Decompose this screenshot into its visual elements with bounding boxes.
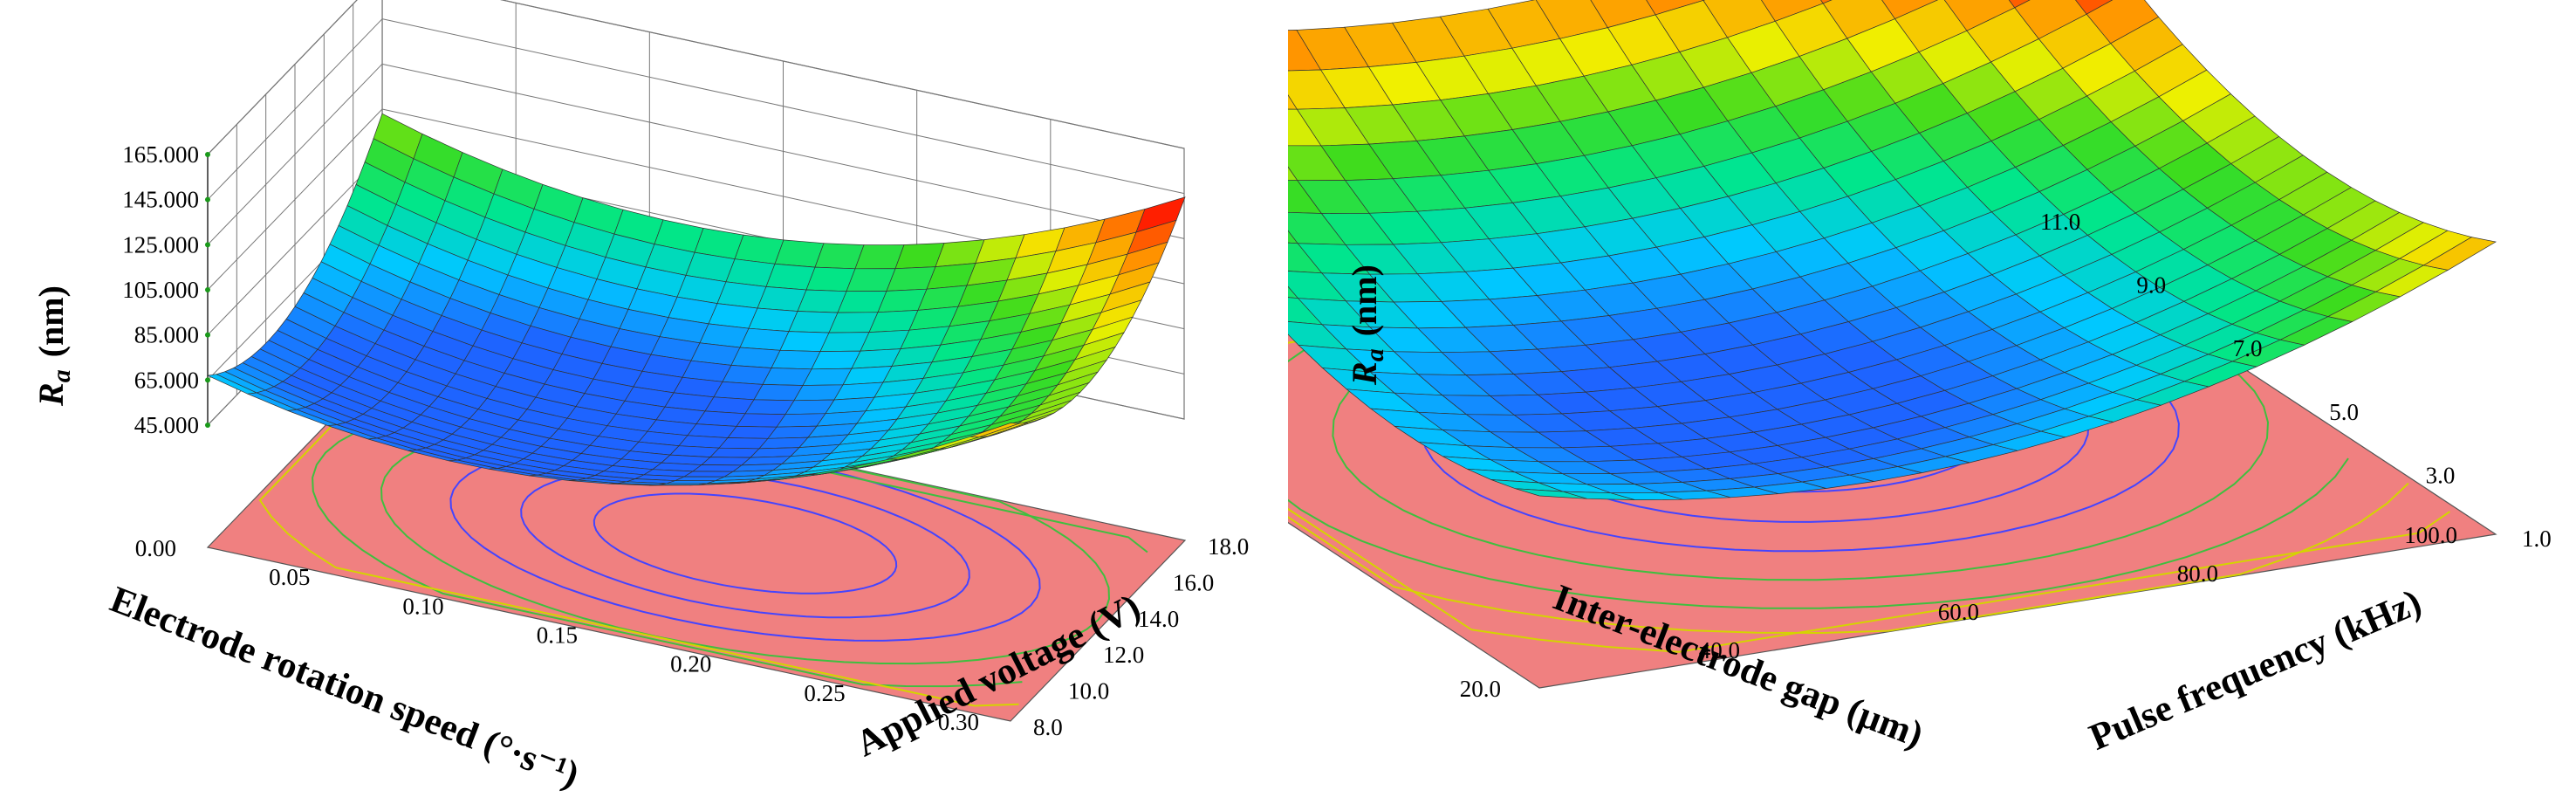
z-tick-mark	[205, 152, 210, 157]
surface-patch	[2008, 0, 2031, 9]
y-tick-label: 3.0	[2426, 462, 2456, 488]
z-label-symbol: R	[1345, 361, 1384, 386]
surface-plot-right: 45.00065.00085.000105.000125.000145.0001…	[1288, 0, 2576, 811]
x-tick-label: 0.25	[804, 680, 845, 706]
contour-line	[1288, 231, 2409, 635]
x-tick-label: 100.0	[2404, 522, 2457, 548]
surface-patch	[2075, 0, 2114, 15]
y-tick-label: 5.0	[2329, 399, 2359, 425]
y-tick-label: 9.0	[2136, 272, 2166, 299]
surface-mesh	[1288, 0, 2497, 500]
y-tick-label: 10.0	[1068, 678, 1109, 704]
contour-line	[449, 445, 1041, 642]
x-tick-label: 0.15	[537, 622, 578, 649]
surface-patch	[969, 423, 1020, 438]
y-tick-label: 11.0	[2040, 209, 2080, 235]
y-tick-label: 7.0	[2233, 335, 2263, 361]
x-tick-label: 0.00	[135, 535, 176, 561]
x-tick-label: 80.0	[2177, 560, 2218, 587]
z-label-subscript: a	[47, 369, 76, 382]
z-label-unit: (nm)	[31, 285, 71, 357]
y-tick-label: 1.0	[2522, 526, 2552, 552]
y-tick-label: 14.0	[1138, 606, 1179, 632]
contour-line	[520, 468, 970, 619]
x-tick-label: 0.30	[938, 709, 979, 735]
y-tick-label: 16.0	[1173, 569, 1214, 595]
x-tick-label: 40.0	[1699, 637, 1740, 663]
z-axis-label: Ra (nm)	[31, 285, 76, 407]
z-tick-mark	[205, 196, 210, 203]
z-label-unit: (nm)	[1345, 265, 1384, 336]
z-tick-mark	[205, 332, 210, 338]
contour-line	[1288, 507, 2450, 653]
z-tick-label: 65.000	[134, 367, 199, 393]
surface-plot-left: 45.000 65.000 85.000 105.000 125.000 145.000 1…	[31, 0, 1249, 796]
z-tick-label: 145.000	[122, 187, 199, 213]
z-tick-label: 45.000	[134, 412, 199, 438]
surface-patch	[2422, 237, 2497, 271]
z-tick-mark	[205, 287, 210, 292]
z-label-symbol: R	[31, 382, 71, 407]
y-tick-label: 18.0	[1208, 533, 1249, 560]
z-tick-label: 105.000	[122, 277, 199, 303]
z-tick-label: 85.000	[134, 322, 199, 348]
z-tick-mark	[205, 423, 210, 428]
y-tick-label: 12.0	[1103, 642, 1144, 668]
x-tick-label: 60.0	[1938, 599, 1979, 625]
z-tick-mark	[205, 377, 210, 383]
x-tick-label: 0.05	[269, 564, 310, 590]
z-tick-label: 165.000	[122, 141, 199, 168]
y-tick-label: 8.0	[1033, 714, 1063, 740]
z-tick-label: 125.000	[122, 231, 199, 258]
contour-line	[1288, 249, 2349, 609]
x-tick-label: 20.0	[1460, 676, 1501, 702]
contour-line	[380, 423, 1111, 665]
z-label-subscript: a	[1360, 348, 1389, 361]
z-tick-mark	[205, 242, 210, 248]
x-tick-label: 0.10	[402, 593, 443, 619]
x-tick-label: 0.20	[670, 651, 711, 677]
surface-mesh	[206, 113, 1186, 486]
chart-svg: 45.000 65.000 85.000 105.000 125.000 145.000 1…	[31, 0, 1249, 796]
chart-svg: 45.00065.00085.000105.000125.000145.0001…	[1288, 0, 2552, 759]
contour-line	[593, 492, 898, 595]
y-axis-label: Pulse frequency (kHz)	[2084, 581, 2428, 759]
z-axis-label: Ra (nm)	[1345, 265, 1389, 386]
